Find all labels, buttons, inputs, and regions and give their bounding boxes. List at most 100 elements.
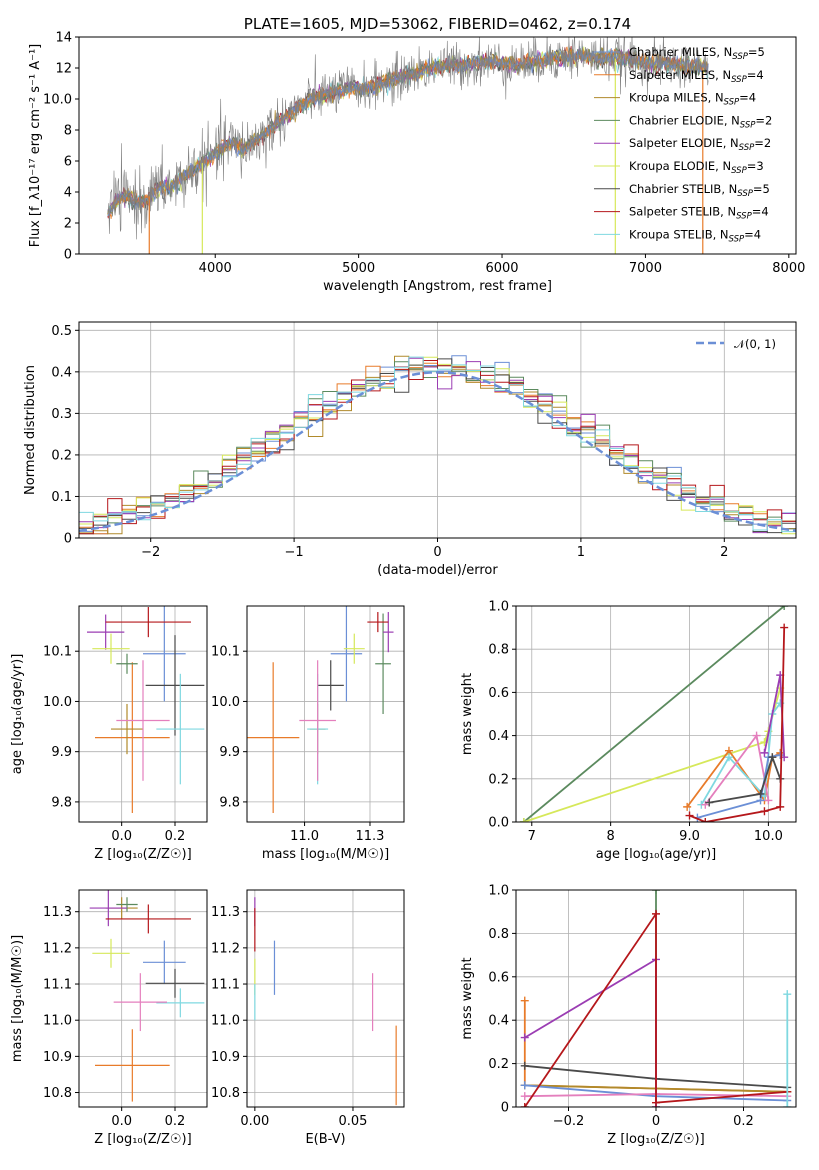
mass-weight-marker [780, 606, 789, 610]
errorbar-point [143, 940, 186, 985]
y-tick-label: 1.0 [488, 600, 509, 615]
y-tick-label: 10.0 [211, 695, 240, 710]
panel-age_vs_Z: 0.0 0.2 9.8 9.9 10.0 10.1 Z [log₁₀(Z/Z☉)] age [… [10, 605, 208, 862]
x-tick-label: 11.3 [356, 829, 385, 844]
y-tick-label: 0.2 [488, 1057, 509, 1072]
errorbar-point [383, 612, 394, 653]
axes: 11.0 11.3 9.8 9.9 10.0 10.1 mass [log₁₀(M/M☉)] [211, 605, 405, 862]
mass-weight-line [524, 957, 657, 1107]
x-axis-label: wavelength [Angstrom, rest frame] [323, 279, 552, 294]
errorbar-point [156, 673, 205, 785]
y-tick-label: 11.1 [211, 978, 240, 993]
axes: −0.2 0 0.2 0 0.2 0.4 0.6 0.8 1.0 Z [log₁₀(Z/Z☉)] m… [460, 884, 797, 1147]
x-tick-label: 1 [577, 545, 585, 560]
y-tick-label: 0 [64, 248, 72, 263]
legend-entry: Kroupa ELODIE, NSSP=3 [629, 159, 764, 176]
y-tick-label: 0 [501, 1101, 509, 1116]
y-tick-label: 2 [64, 217, 72, 232]
x-axis-label: (data-model)/error [377, 563, 498, 578]
legend: 𝒩(0, 1) [696, 337, 776, 351]
legend-entry: Salpeter ELODIE, NSSP=2 [629, 136, 771, 153]
y-tick-label: 0.2 [51, 448, 72, 463]
y-tick-label: 10.8 [43, 1086, 72, 1101]
x-tick-label: 8000 [772, 261, 805, 276]
errorbar-point [92, 938, 130, 968]
y-tick-label: 0.4 [488, 729, 509, 744]
plot-area [107, 37, 709, 254]
x-tick-label: 4000 [199, 261, 232, 276]
plot-area [254, 897, 397, 1106]
x-tick-label: 9.0 [679, 829, 700, 844]
y-tick-label: 0.3 [51, 407, 72, 422]
grid [79, 322, 796, 539]
mass-weight-marker [520, 996, 529, 1005]
y-tick-label: 10.9 [43, 1050, 72, 1065]
mass-weight-marker [520, 1092, 529, 1101]
errorbar-point [343, 633, 365, 664]
legend: Chabrier MILES, NSSP=5 Salpeter MILES, NS… [594, 45, 772, 244]
x-tick-label: 7000 [629, 261, 662, 276]
y-tick-label: 14 [55, 31, 72, 46]
plot-area [519, 606, 789, 822]
x-axis-label: Z [log₁₀(Z/Z☉)] [607, 1132, 704, 1147]
legend-entry: Salpeter MILES, NSSP=4 [629, 68, 764, 85]
y-tick-label: 9.9 [219, 745, 240, 760]
y-tick-label: 11.3 [211, 905, 240, 920]
y-tick-label: 11.2 [43, 941, 72, 956]
mass-weight-marker [652, 890, 660, 894]
legend-entry: Kroupa STELIB, NSSP=4 [629, 227, 761, 244]
mass-weight-marker [752, 731, 761, 740]
legend-entry: Kroupa MILES, NSSP=4 [629, 91, 756, 108]
residual-histogram [79, 356, 796, 538]
panel-mass_vs_EBV: 0.00 0.05 10.8 10.9 11.0 11.1 11.2 11.3 E(B-V) [211, 889, 405, 1147]
observed-spectrum-line [107, 37, 709, 240]
x-tick-label: −2 [141, 545, 160, 560]
mass-weight-marker [776, 802, 785, 811]
x-axis-label: age [log₁₀(age/yr)] [596, 847, 717, 862]
errorbar-point [95, 662, 170, 813]
errorbar-point [317, 660, 344, 711]
axes-frame [78, 605, 208, 823]
y-tick-label: 11.3 [43, 905, 72, 920]
y-tick-label: 11.0 [43, 1014, 72, 1029]
legend-entry: 𝒩(0, 1) [734, 337, 776, 351]
errorbar-point [116, 653, 138, 674]
mass-weight-line [524, 910, 788, 1107]
axes: 7 8 9.0 10.0 0.0 0.2 0.4 0.6 0.8 1.0 age [log₁₀(ag… [460, 600, 797, 862]
panel-age_vs_mass: 11.0 11.3 9.8 9.9 10.0 10.1 mass [log₁₀(M/M☉)] [211, 605, 405, 862]
y-tick-label: 1.0 [488, 884, 509, 899]
y-axis-label: mass weight [460, 673, 475, 755]
y-tick-label: 0.6 [488, 686, 509, 701]
y-axis-label: Flux [f_λ10⁻¹⁷ erg cm⁻² s⁻¹ A⁻¹] [28, 44, 43, 248]
x-axis-label: Z [log₁₀(Z/Z☉)] [94, 847, 191, 862]
axes: 0.0 0.2 9.8 9.9 10.0 10.1 Z [log₁₀(Z/Z☉)] age [… [10, 605, 208, 862]
plot-area [79, 355, 796, 538]
panel-residuals: −2 −1 0 1 2 0 0.1 0.2 0.3 0.4 0.5 (data-model)/erro… [23, 321, 797, 578]
errorbar-point [105, 904, 191, 934]
y-tick-label: 11.2 [211, 941, 240, 956]
y-tick-label: 4 [64, 186, 72, 201]
x-tick-label: 0 [433, 545, 441, 560]
x-tick-label: 0.0 [111, 829, 132, 844]
x-axis-label: mass [log₁₀(M/M☉)] [262, 847, 389, 862]
y-tick-label: 11.0 [211, 1014, 240, 1029]
y-axis-label: mass [log₁₀(M/M☉)] [10, 935, 25, 1062]
mass-weight-marker [520, 1061, 529, 1070]
chart-title: PLATE=1605, MJD=53062, FIBERID=0462, z=0… [244, 15, 631, 33]
mass-weight-marker [705, 798, 714, 807]
panel-spectrum: 4000 5000 6000 7000 8000 0 2 4 6 8 10.0 12 14 wavelen… [28, 15, 805, 294]
x-tick-label: −0.2 [553, 1114, 585, 1129]
y-tick-label: 0.5 [51, 324, 72, 339]
legend-entry: Chabrier STELIB, NSSP=5 [629, 182, 770, 199]
y-tick-label: 8 [64, 124, 72, 139]
y-axis-label: mass weight [460, 957, 475, 1039]
errorbar-point [145, 968, 205, 998]
y-tick-label: 12 [55, 62, 72, 77]
axes-frame [78, 889, 208, 1108]
axes-frame [515, 605, 797, 823]
errorbar-point [105, 607, 191, 638]
mass-weight-marker [652, 1098, 660, 1107]
y-tick-label: 9.9 [51, 745, 72, 760]
mass-weight-marker [768, 753, 777, 762]
errorbar-point [116, 660, 170, 781]
